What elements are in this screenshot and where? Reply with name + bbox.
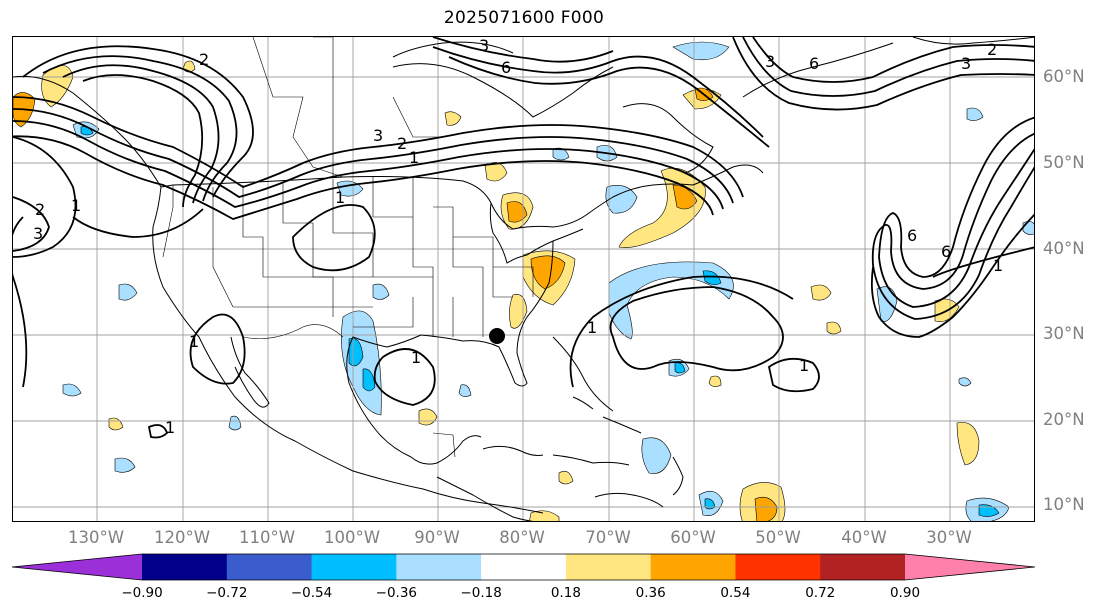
colorbar-cell	[820, 554, 906, 580]
contour-label: 3	[765, 52, 775, 71]
contour-label: 1	[993, 256, 1003, 275]
political-borders	[162, 37, 534, 458]
negative-anomaly-shading	[62, 41, 1034, 521]
colorbar-cell	[565, 554, 652, 580]
lat-label: 40°N	[1043, 239, 1085, 258]
colorbar-tick-label: −0.90	[121, 585, 163, 601]
colorbar-cell	[650, 554, 736, 580]
colorbar-tick-label: −0.54	[290, 585, 333, 601]
colorbar-cell	[226, 554, 313, 580]
contour-label: 1	[409, 148, 419, 167]
contour-label: 1	[189, 332, 199, 351]
colorbar-tick-label: 0.72	[805, 585, 836, 601]
contour-label: 2	[987, 40, 997, 59]
contour-label: 3	[961, 54, 971, 73]
lon-label: 110°W	[238, 528, 296, 547]
contour-label: 6	[941, 242, 951, 261]
lat-label: 30°N	[1043, 324, 1085, 343]
contour-label: 1	[587, 318, 597, 337]
contour-label: 2	[397, 134, 407, 153]
colorbar-cell	[735, 554, 821, 580]
colorbar-tick-label: 0.54	[720, 585, 751, 601]
contour-label: 1	[165, 418, 175, 437]
colorbar-tick-label: −0.36	[375, 585, 418, 601]
contour-labels: 3 6 2 3 6 2 3 3 2 1 1 2 3 1 1 1 1 1 1 6 …	[33, 37, 1003, 437]
contour-label: 1	[71, 196, 81, 215]
location-marker[interactable]	[489, 328, 505, 344]
colorbar-tick-label: 0.90	[889, 585, 921, 601]
map-title: 2025071600 F000	[443, 8, 605, 28]
map-panel[interactable]: 3 6 2 3 6 2 3 3 2 1 1 2 3 1 1 1 1 1 1 6 …	[12, 36, 1035, 522]
lon-label: 120°W	[153, 528, 211, 547]
lon-label: 70°W	[585, 528, 631, 547]
contour-label: 3	[33, 224, 43, 243]
contour-label: 6	[907, 226, 917, 245]
colorbar-extend-low	[12, 554, 142, 580]
colorbar-extend-high	[905, 554, 1035, 580]
coastlines	[13, 37, 1034, 521]
positive-anomaly-shading	[13, 60, 980, 521]
contour-label: 1	[411, 348, 421, 367]
lon-label: 30°W	[926, 528, 972, 547]
lat-label: 20°N	[1043, 410, 1085, 429]
contour-label: 1	[799, 356, 809, 375]
colorbar-outline	[11, 553, 1036, 581]
graticule	[13, 37, 1034, 521]
contour-lines	[13, 37, 1034, 439]
colorbar-cell	[311, 554, 397, 580]
colorbar-cell	[481, 554, 567, 580]
lon-label: 60°W	[670, 528, 716, 547]
contour-label: 6	[809, 54, 819, 73]
lon-label: 130°W	[67, 528, 125, 547]
contour-label: 3	[373, 126, 383, 145]
lon-label: 40°W	[841, 528, 887, 547]
colorbar-cell	[142, 554, 228, 580]
colorbar-tick-label: 0.18	[550, 585, 581, 601]
lon-label: 50°W	[755, 528, 801, 547]
lat-label: 10°N	[1043, 495, 1085, 514]
colorbar-tick-label: 0.36	[635, 585, 666, 601]
contour-label: 6	[501, 58, 511, 77]
lat-label: 60°N	[1043, 67, 1085, 86]
lon-label: 80°W	[499, 528, 545, 547]
contour-label: 1	[335, 188, 345, 207]
colorbar	[11, 553, 1036, 581]
contour-label: 2	[35, 200, 45, 219]
contour-label: 2	[199, 50, 209, 69]
lat-label: 50°N	[1043, 153, 1085, 172]
colorbar-tick-label: −0.18	[460, 585, 502, 601]
map-canvas: 3 6 2 3 6 2 3 3 2 1 1 2 3 1 1 1 1 1 1 6 …	[13, 37, 1034, 521]
lon-label: 90°W	[414, 528, 460, 547]
contour-label: 3	[479, 37, 489, 55]
colorbar-cell	[396, 554, 482, 580]
colorbar-tick-label: −0.72	[206, 585, 248, 601]
lon-label: 100°W	[323, 528, 381, 547]
